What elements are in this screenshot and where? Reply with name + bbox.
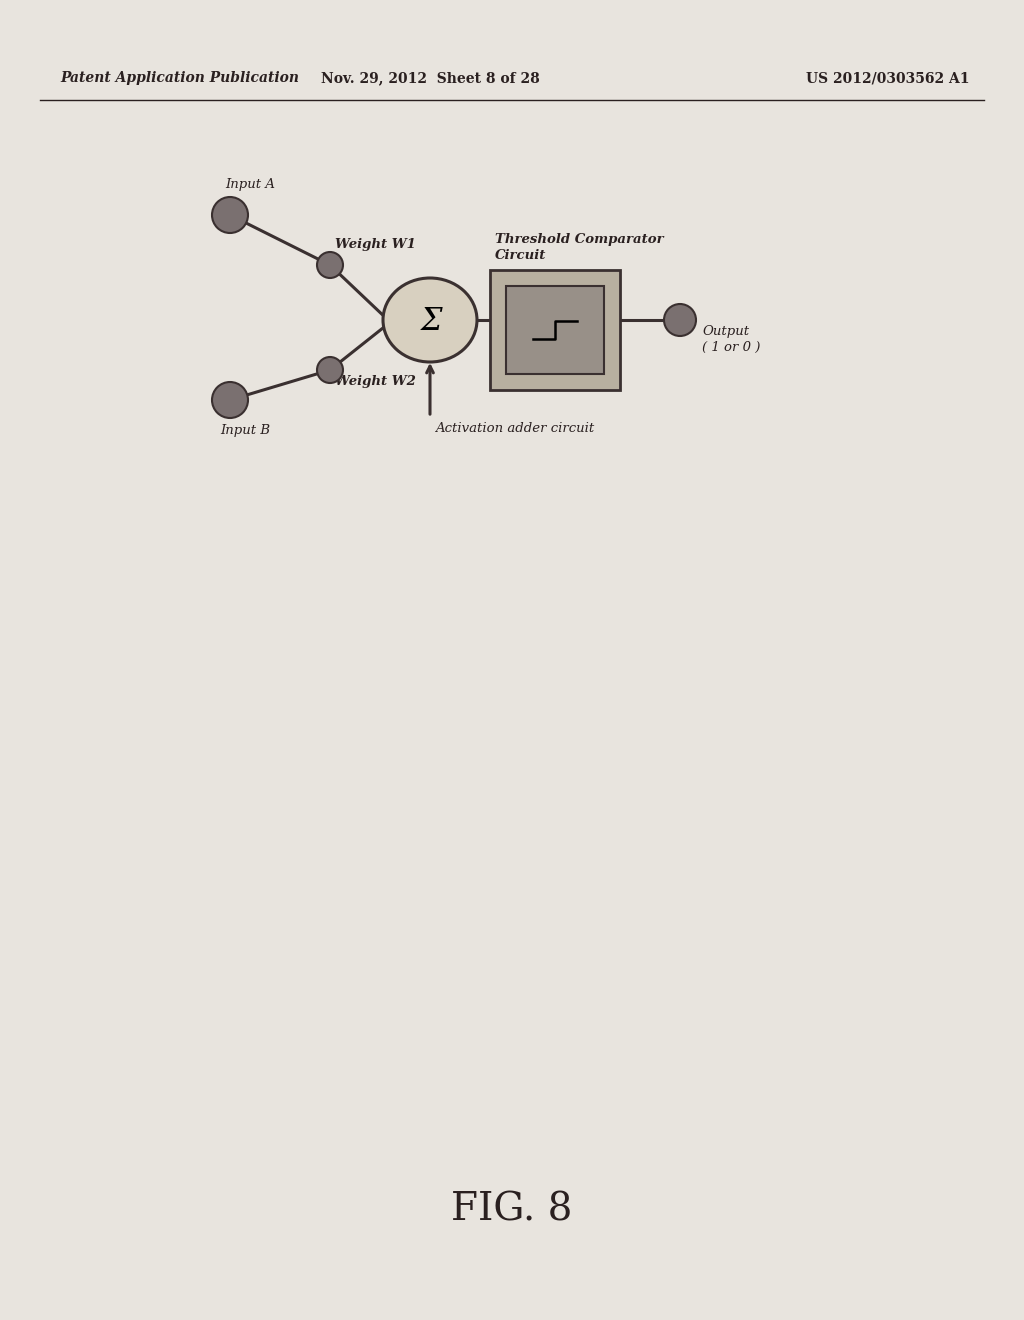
Ellipse shape (383, 279, 477, 362)
Circle shape (664, 304, 696, 337)
Text: Threshold Comparator
Circuit: Threshold Comparator Circuit (495, 234, 664, 261)
Text: Σ: Σ (421, 306, 442, 338)
Text: Patent Application Publication: Patent Application Publication (60, 71, 299, 84)
Bar (506, 286, 604, 374)
Bar (490, 271, 620, 389)
Circle shape (317, 356, 343, 383)
Text: US 2012/0303562 A1: US 2012/0303562 A1 (807, 71, 970, 84)
Text: Nov. 29, 2012  Sheet 8 of 28: Nov. 29, 2012 Sheet 8 of 28 (321, 71, 540, 84)
Circle shape (212, 381, 248, 418)
Text: FIG. 8: FIG. 8 (452, 1192, 572, 1229)
Text: Input B: Input B (220, 424, 270, 437)
Text: Activation adder circuit: Activation adder circuit (435, 422, 594, 436)
Text: Input A: Input A (225, 178, 275, 191)
Circle shape (317, 252, 343, 279)
Text: Weight W2: Weight W2 (335, 375, 416, 388)
Text: Output
( 1 or 0 ): Output ( 1 or 0 ) (702, 325, 761, 354)
Circle shape (212, 197, 248, 234)
Text: Weight W1: Weight W1 (335, 238, 416, 251)
